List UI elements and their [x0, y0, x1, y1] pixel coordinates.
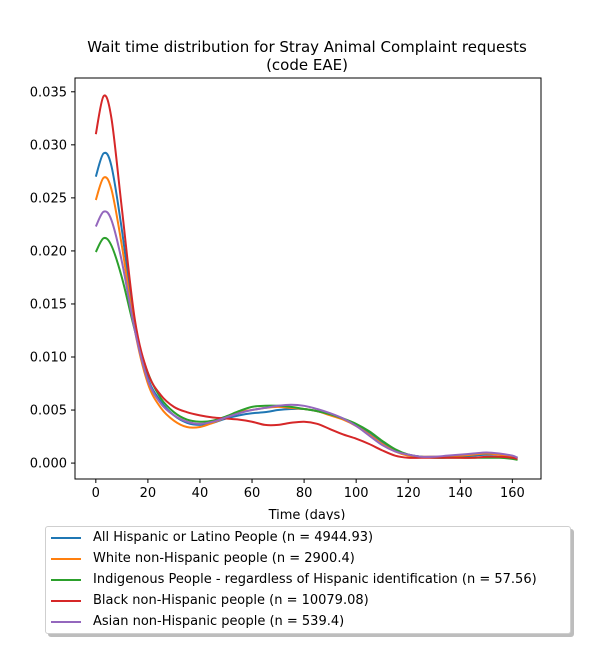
legend-swatch — [51, 578, 81, 581]
x-tick-label: 160 — [500, 486, 525, 501]
legend-label: White non-Hispanic people (n = 2900.4) — [93, 551, 355, 566]
plot-area — [74, 77, 542, 480]
x-tick-label: 140 — [448, 486, 473, 501]
legend-item: Indigenous People - regardless of Hispan… — [46, 569, 537, 590]
legend-label: Black non-Hispanic people (n = 10079.08) — [93, 593, 369, 608]
x-tick-label: 40 — [192, 486, 209, 501]
legend-item: Asian non-Hispanic people (n = 539.4) — [46, 611, 344, 632]
y-tick-label: 0.000 — [30, 457, 67, 472]
legend-label: All Hispanic or Latino People (n = 4944.… — [93, 530, 374, 545]
y-tick-label: 0.035 — [30, 85, 67, 100]
y-tick-label: 0.005 — [30, 404, 67, 419]
legend-swatch — [51, 536, 81, 539]
legend-label: Indigenous People - regardless of Hispan… — [93, 572, 537, 587]
y-tick-label: 0.010 — [30, 351, 67, 366]
legend-swatch — [51, 620, 81, 623]
series-line — [94, 176, 518, 459]
y-tick-label: 0.015 — [30, 297, 67, 312]
legend: All Hispanic or Latino People (n = 4944.… — [45, 526, 571, 634]
x-tick-label: 80 — [296, 486, 313, 501]
x-tick-label: 0 — [92, 486, 100, 501]
legend-item: All Hispanic or Latino People (n = 4944.… — [46, 527, 373, 548]
chart-title-line2: (code EAE) — [266, 56, 348, 74]
chart: Wait time distribution for Stray Animal … — [30, 38, 542, 520]
y-tick-label: 0.030 — [30, 138, 67, 153]
series-line — [94, 94, 518, 460]
legend-item: Black non-Hispanic people (n = 10079.08) — [46, 590, 369, 611]
y-axis-ticks: 0.000 0.005 0.010 0.015 0.020 0.025 0.030 0.035 — [30, 85, 75, 472]
legend-swatch — [51, 557, 81, 560]
chart-title-line1: Wait time distribution for Stray Animal … — [87, 38, 527, 56]
x-tick-label: 20 — [140, 486, 157, 501]
x-axis-label: Time (days) — [268, 508, 346, 520]
series-line — [94, 236, 518, 461]
y-tick-label: 0.025 — [30, 191, 67, 206]
legend-swatch — [51, 599, 81, 602]
x-tick-label: 120 — [396, 486, 421, 501]
legend-item: White non-Hispanic people (n = 2900.4) — [46, 548, 355, 569]
legend-label: Asian non-Hispanic people (n = 539.4) — [93, 614, 345, 629]
x-tick-label: 60 — [244, 486, 261, 501]
series-line — [94, 151, 518, 459]
x-tick-label: 100 — [344, 486, 369, 501]
y-tick-label: 0.020 — [30, 244, 67, 259]
x-axis-ticks: 0 20 40 60 80 100 120 140 160 — [92, 479, 525, 501]
series-line — [94, 210, 518, 459]
series-group — [94, 94, 518, 461]
